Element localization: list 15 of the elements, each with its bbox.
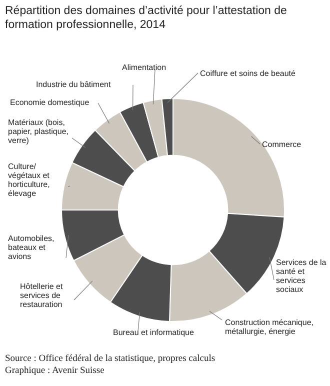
slice-label: Coiffure et soins de beauté (200, 69, 296, 78)
slice-label: Economie domestique (10, 98, 90, 107)
slice-label: Culture/ végétaux et horticulture, élevage (8, 162, 51, 198)
slice-label: Alimentation (122, 63, 166, 72)
slice-label: Construction mécanique, métallurgie, énergie (225, 318, 314, 336)
text: Graphique : Avenir Suisse (5, 365, 106, 377)
slice-label: Industrie du bâtiment (36, 80, 112, 89)
slice-label: Hôtellerie et services de restauration (20, 282, 64, 309)
chart-title: Répartition des domaines d’activité pour l’attestation de formation professionnelle, 2014 (5, 4, 288, 32)
slice-label: Automobiles, bateaux et avions (8, 234, 56, 261)
source-note: Source : Office fédéral de la statistique, propres calculs (5, 353, 216, 365)
slice-label: Commerce (262, 140, 302, 149)
slice-label: Matériaux (bois, papier, plastique, verre) (8, 118, 70, 145)
slice-label: Services de la santé et services sociaux (276, 258, 328, 294)
slice-label: Bureau et informatique (113, 328, 195, 337)
